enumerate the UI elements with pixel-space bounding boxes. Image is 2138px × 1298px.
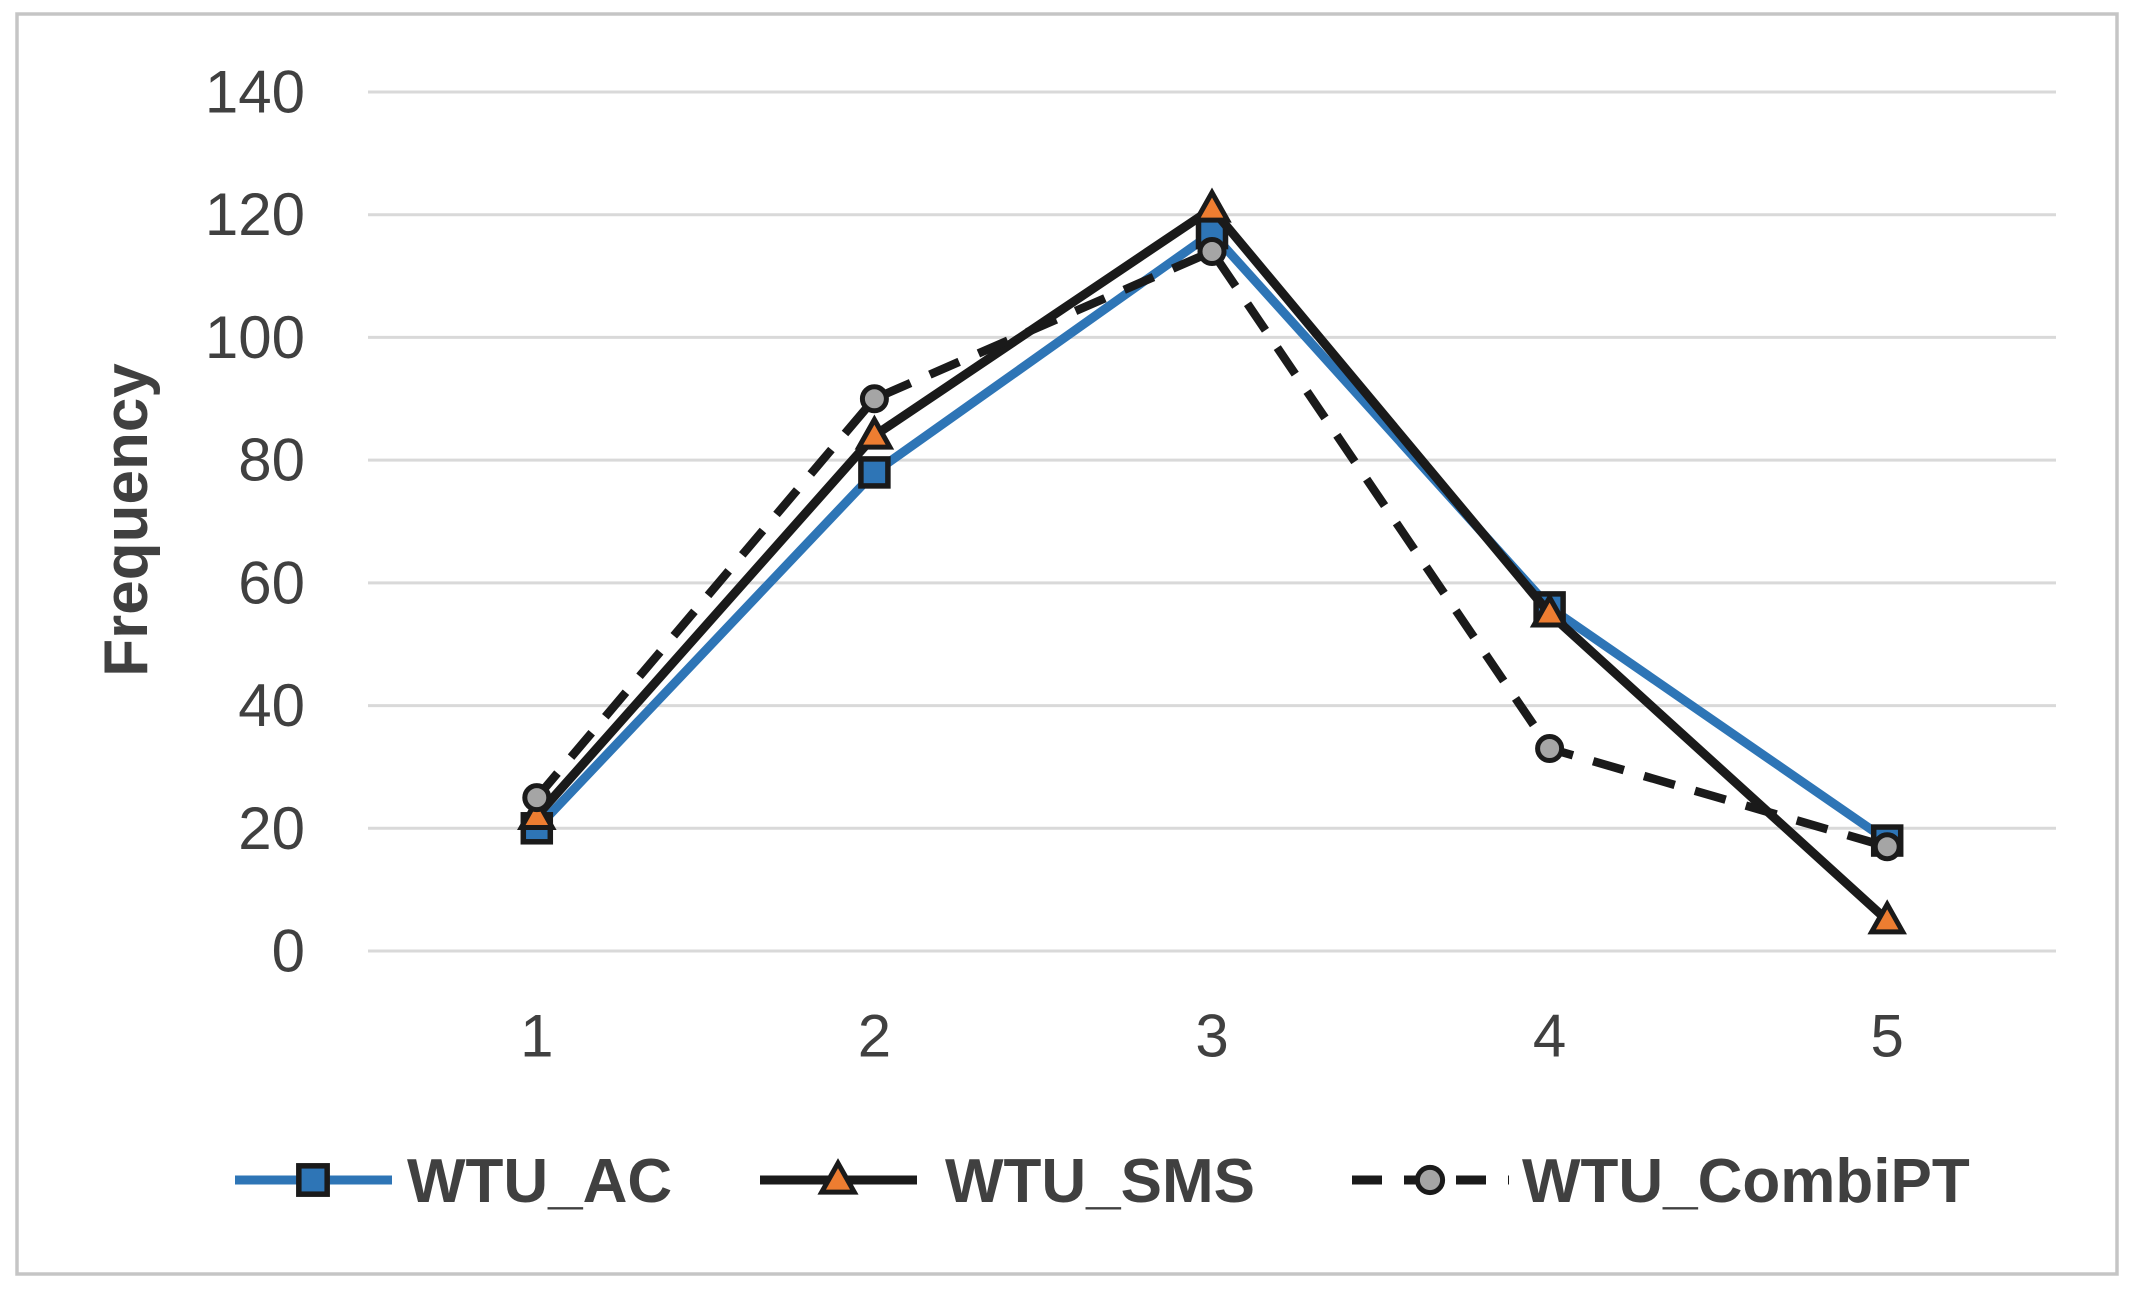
square-marker: [858, 456, 891, 489]
y-tick-label: 100: [205, 304, 305, 371]
circle-marker: [1197, 237, 1227, 267]
x-tick-label: 3: [1195, 1003, 1228, 1070]
legend-label: WTU_SMS: [945, 1147, 1255, 1216]
y-tick-label: 120: [205, 181, 305, 248]
square-marker: [296, 1163, 330, 1197]
y-tick-label: 40: [238, 672, 305, 739]
triangle-marker: [1529, 592, 1570, 628]
circle-marker: [522, 783, 552, 813]
triangle-marker: [1867, 899, 1907, 935]
legend-label: WTU_AC: [407, 1147, 672, 1216]
y-tick-label: 140: [205, 59, 305, 126]
x-tick-label: 1: [520, 1003, 553, 1070]
y-tick-label: 0: [272, 918, 305, 985]
legend-label: WTU_CombiPT: [1522, 1147, 1970, 1216]
circle-marker: [1414, 1164, 1446, 1196]
x-tick-label: 4: [1533, 1003, 1566, 1070]
series-line-wtu_combipt: [533, 247, 1889, 851]
x-tick-label: 5: [1871, 1003, 1904, 1070]
circle-marker: [859, 384, 889, 414]
circle-marker: [1535, 734, 1565, 764]
triangle-marker: [517, 794, 557, 831]
triangle-marker: [1192, 187, 1232, 223]
series-line-wtu_ac: [533, 228, 1890, 845]
x-tick-label: 2: [858, 1003, 891, 1070]
series-line-wtu_sms: [533, 204, 1891, 924]
triangle-marker: [817, 1158, 859, 1195]
y-tick-label: 80: [238, 427, 305, 494]
circle-marker: [1872, 832, 1902, 862]
triangle-marker: [854, 414, 895, 450]
y-tick-label: 20: [238, 795, 305, 862]
y-axis-title: Frequency: [92, 363, 161, 677]
chart-border: [15, 12, 2119, 1276]
y-tick-label: 60: [238, 549, 305, 616]
